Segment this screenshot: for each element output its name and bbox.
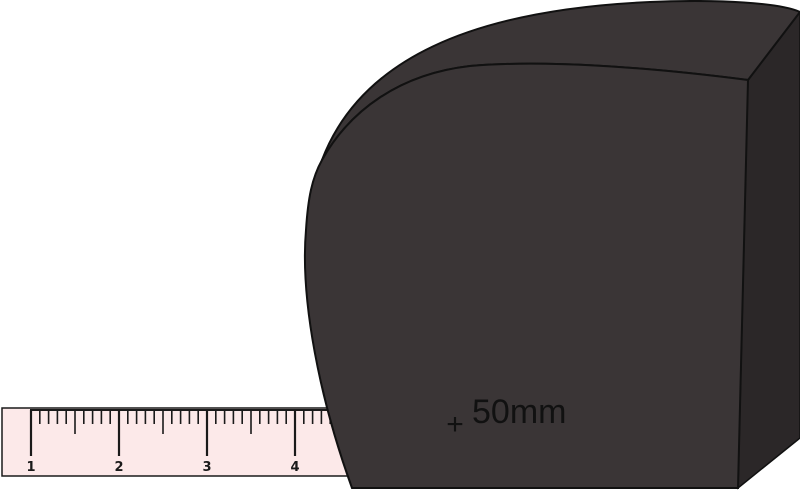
tape-number-4: 4: [290, 460, 299, 475]
tape-body: [1, 407, 351, 477]
case-size-label: 50mm: [472, 393, 566, 431]
tape-strip: 1 2 3 4: [1, 407, 351, 477]
tape-number-2: 2: [114, 460, 123, 475]
tape-ticks: [29, 410, 332, 456]
tape-number-1: 1: [26, 460, 35, 475]
case-marker: +: [446, 408, 464, 441]
tape-case: + 50mm: [303, 0, 800, 490]
tape-numbers: 1 2 3 4: [26, 460, 299, 475]
case-front-face: [303, 62, 750, 489]
tape-number-3: 3: [202, 460, 211, 475]
